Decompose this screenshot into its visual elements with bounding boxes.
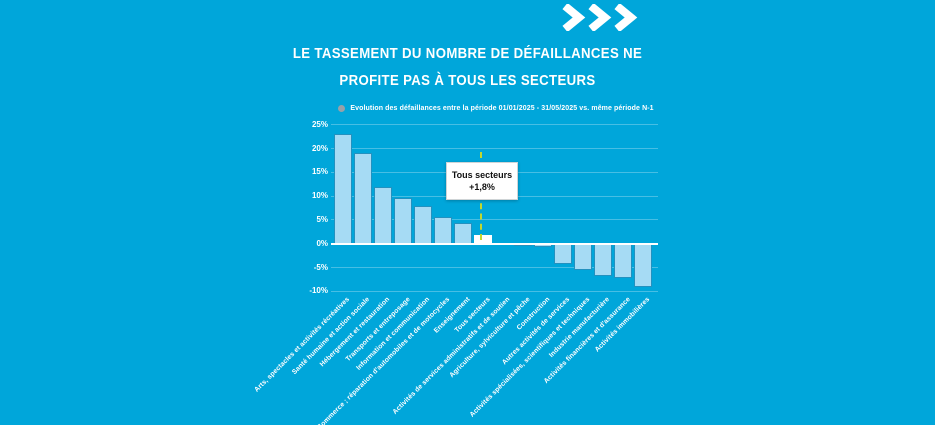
gridline	[331, 290, 658, 292]
all-sectors-callout: Tous secteurs +1,8%	[446, 162, 518, 200]
bar	[413, 205, 432, 244]
bar	[593, 243, 612, 277]
title-line-2: PROFITE PAS À TOUS LES SECTEURS	[339, 72, 596, 89]
bar	[633, 243, 652, 288]
page-title: LE TASSEMENT DU NOMBRE DE DÉFAILLANCES N…	[56, 40, 879, 94]
bar	[353, 153, 372, 244]
callout-title: Tous secteurs	[451, 169, 513, 180]
legend-label: Evolution des défaillances entre la péri…	[350, 105, 654, 112]
y-axis-tick-label: 5%	[316, 214, 328, 224]
y-axis-tick-label: 0%	[316, 238, 328, 248]
bar	[333, 134, 352, 244]
legend-marker-circle-icon	[338, 105, 346, 112]
gridline	[331, 219, 658, 221]
y-axis-tick-label: -5%	[313, 262, 328, 272]
bar	[393, 197, 412, 244]
callout-value: +1,8%	[469, 181, 495, 192]
title-line-1: LE TASSEMENT DU NOMBRE DE DÉFAILLANCES N…	[292, 45, 643, 62]
gridline	[331, 148, 658, 149]
bar	[613, 243, 632, 279]
chart-legend: Evolution des défaillances entre la péri…	[321, 105, 671, 112]
bar	[573, 243, 592, 271]
y-axis-tick-label: -10%	[309, 286, 328, 296]
bar	[453, 223, 472, 244]
gridline	[331, 267, 658, 268]
gridline	[331, 124, 658, 126]
y-axis-tick-label: 20%	[311, 143, 328, 153]
bar	[553, 243, 572, 264]
bar	[373, 186, 392, 244]
zero-axis-line	[331, 242, 658, 245]
bar	[433, 217, 452, 244]
y-axis-tick-label: 15%	[311, 167, 328, 177]
bar-all-sectors	[473, 235, 492, 244]
y-axis-tick-label: 10%	[311, 191, 328, 201]
chevrons-logo-icon	[561, 2, 641, 36]
y-axis-tick-label: 25%	[311, 119, 328, 129]
